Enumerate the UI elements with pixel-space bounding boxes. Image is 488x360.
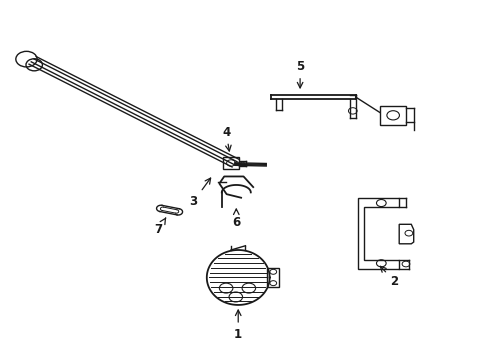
Text: 5: 5 xyxy=(295,60,304,88)
Bar xyxy=(223,157,238,169)
Text: 7: 7 xyxy=(154,218,165,236)
Text: 3: 3 xyxy=(189,178,210,208)
Text: 6: 6 xyxy=(232,209,240,229)
Bar xyxy=(266,268,279,287)
Text: 1: 1 xyxy=(234,310,242,341)
Text: 2: 2 xyxy=(380,266,398,288)
Text: 4: 4 xyxy=(222,126,231,151)
